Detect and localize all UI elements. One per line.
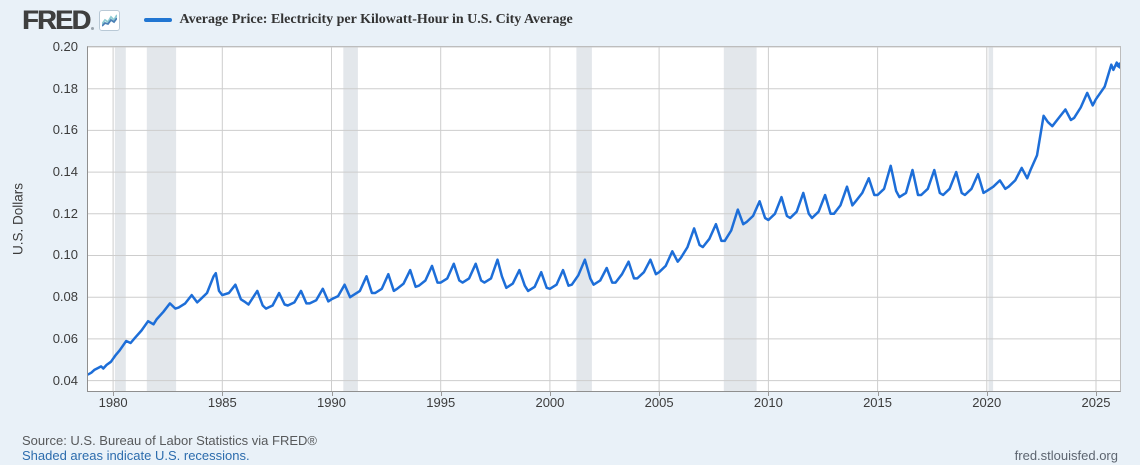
y-tick-label: 0.20	[52, 39, 78, 54]
x-tick-label: 1990	[317, 395, 346, 410]
logo-trademark-dot	[90, 27, 94, 30]
series-end-arrow-icon	[1114, 60, 1120, 70]
y-tick-label: 0.16	[52, 122, 78, 138]
x-tick-mark	[986, 391, 988, 396]
x-tick-label: 1995	[426, 395, 456, 410]
x-tick-mark	[877, 391, 879, 396]
x-tick-label: 2020	[972, 395, 1002, 410]
x-tick-label: 2005	[644, 395, 674, 410]
fred-site-link[interactable]: fred.stlouisfed.org	[1014, 448, 1118, 463]
x-tick-mark	[659, 391, 661, 396]
y-tick-label: 0.12	[52, 205, 78, 221]
x-tick-mark	[113, 391, 115, 396]
x-tick-label: 1980	[98, 395, 128, 410]
recession-band	[114, 47, 126, 391]
recession-band	[343, 47, 358, 391]
x-tick-label: 1985	[207, 395, 237, 410]
y-tick-label: 0.10	[52, 247, 78, 263]
plot-area	[87, 46, 1121, 392]
y-tick-label: 0.06	[52, 330, 78, 346]
source-text: Source: U.S. Bureau of Labor Statistics …	[22, 433, 317, 448]
x-tick-mark	[440, 391, 442, 396]
x-tick-label: 2025	[1081, 395, 1111, 410]
y-tick-label: 0.14	[52, 164, 78, 180]
y-tick-label: 0.08	[52, 289, 78, 305]
x-tick-mark	[768, 391, 770, 396]
x-tick-mark	[1095, 391, 1097, 396]
recession-band	[988, 47, 994, 391]
fred-logo[interactable]: FRED	[22, 5, 91, 35]
price-chart-canvas[interactable]	[88, 47, 1120, 391]
x-tick-label: 2010	[753, 395, 783, 410]
y-tick-label: 0.18	[52, 80, 78, 96]
x-tick-mark	[331, 391, 333, 396]
x-tick-mark	[549, 391, 551, 396]
series-legend-color-dash	[143, 18, 172, 22]
x-tick-label: 2000	[535, 395, 565, 410]
x-tick-label: 2015	[863, 395, 892, 410]
recession-band	[146, 47, 177, 391]
x-tick-mark	[222, 391, 224, 396]
recession-band	[576, 47, 592, 391]
fred-sparkline-icon	[98, 9, 120, 31]
chart-header: FRED Average Price: Electricity per Kilo…	[22, 6, 573, 34]
series-legend: Average Price: Electricity per Kilowatt-…	[143, 12, 573, 28]
series-title[interactable]: Average Price: Electricity per Kilowatt-…	[179, 12, 573, 27]
price-line[interactable]	[88, 61, 1120, 376]
y-tick-label: 0.04	[52, 372, 78, 388]
recession-note-link[interactable]: Shaded areas indicate U.S. recessions.	[22, 448, 250, 463]
